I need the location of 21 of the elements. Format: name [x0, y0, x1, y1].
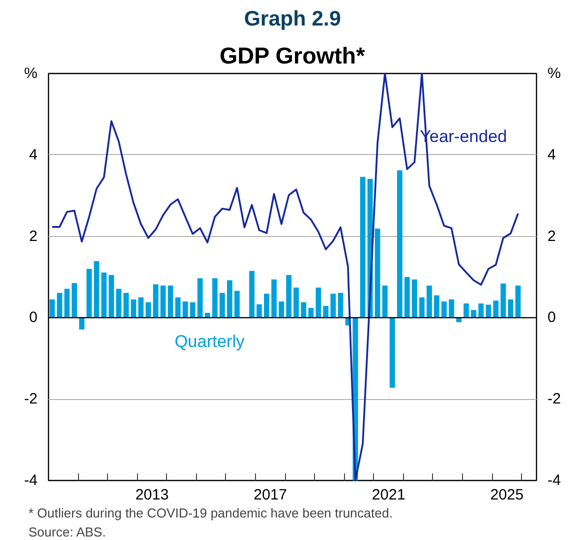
chart-title: GDP Growth*: [220, 42, 365, 68]
text: * Outliers during the COVID-19 pandemic have been truncated.: [28, 506, 393, 520]
y2-tick-label: 2: [548, 228, 556, 245]
y-tick-label: -4: [24, 472, 38, 489]
y2-tick-label: 0: [548, 309, 556, 326]
y-tick-label: 4: [29, 146, 38, 164]
y-tick-label: -2: [24, 390, 38, 408]
y-tick-label: 0: [29, 309, 38, 326]
x-tick-label: 2021: [372, 486, 406, 504]
y-tick-label: 2: [29, 228, 38, 245]
y-axis-title: %: [24, 65, 38, 82]
series-label: Quarterly: [174, 332, 245, 352]
y2-axis-title: %: [548, 65, 561, 82]
y2-tick-label: 4: [548, 146, 556, 164]
y2-tick-label: -4: [548, 472, 561, 489]
source-note: Source: ABS.: [28, 524, 106, 540]
x-tick-label: 2017: [254, 486, 288, 504]
x-tick-label: 2025: [490, 486, 524, 504]
y2-tick-label: -2: [548, 390, 561, 408]
chart-subtitle: Graph 2.9: [244, 8, 341, 30]
x-tick-label: 2013: [135, 486, 169, 504]
